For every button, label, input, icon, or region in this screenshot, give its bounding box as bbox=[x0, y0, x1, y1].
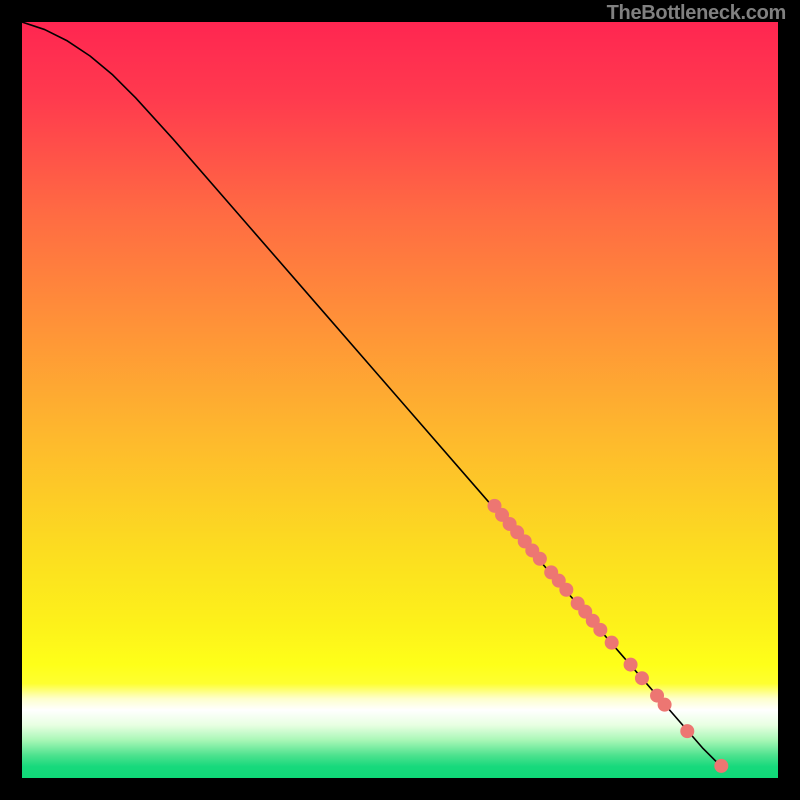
chart-container: TheBottleneck.com bbox=[0, 0, 800, 800]
scatter-point bbox=[594, 623, 607, 636]
scatter-point bbox=[624, 658, 637, 671]
scatter-point bbox=[635, 672, 648, 685]
curve-line bbox=[22, 22, 725, 770]
plot-area bbox=[22, 22, 778, 778]
watermark-text: TheBottleneck.com bbox=[607, 2, 786, 25]
scatter-point bbox=[715, 759, 728, 772]
scatter-point bbox=[533, 552, 546, 565]
scatter-point bbox=[658, 698, 671, 711]
scatter-markers bbox=[488, 499, 728, 772]
scatter-point bbox=[560, 583, 573, 596]
data-overlay bbox=[22, 22, 778, 778]
scatter-point bbox=[681, 725, 694, 738]
scatter-point bbox=[605, 636, 618, 649]
